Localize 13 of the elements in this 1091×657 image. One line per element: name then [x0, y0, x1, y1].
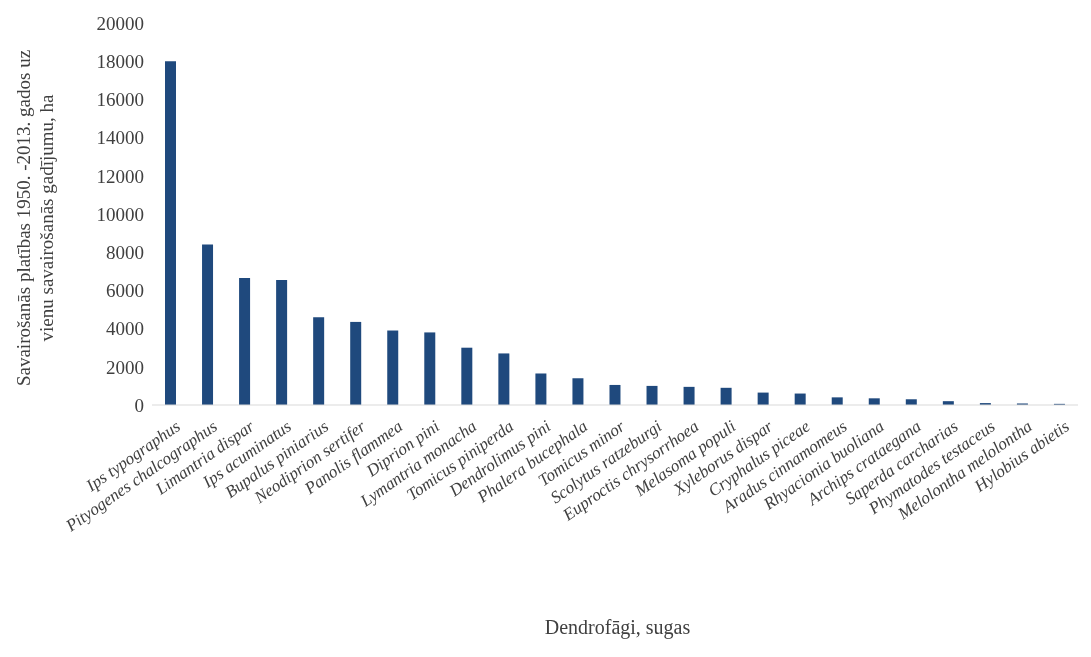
y-tick-label: 10000: [96, 203, 144, 225]
y-tick-label: 18000: [96, 50, 144, 72]
y-tick-label: 0: [134, 394, 144, 416]
y-axis-title: Savairošanās platības 1950. -2013. gados uz vienu savairošanās gadījumu, ha: [13, 49, 57, 387]
y-tick-label: 2000: [106, 356, 144, 378]
y-tick-label: 12000: [96, 165, 144, 187]
y-tick-label: 6000: [106, 280, 144, 302]
y-tick-label: 16000: [96, 89, 144, 111]
y-tick-label: 8000: [106, 241, 144, 263]
x-axis-title: Dendrofāgi, sugas: [543, 616, 692, 639]
y-tick-label: 20000: [96, 12, 144, 34]
y-tick-label: 14000: [96, 127, 144, 149]
y-tick-label: 4000: [106, 318, 144, 340]
